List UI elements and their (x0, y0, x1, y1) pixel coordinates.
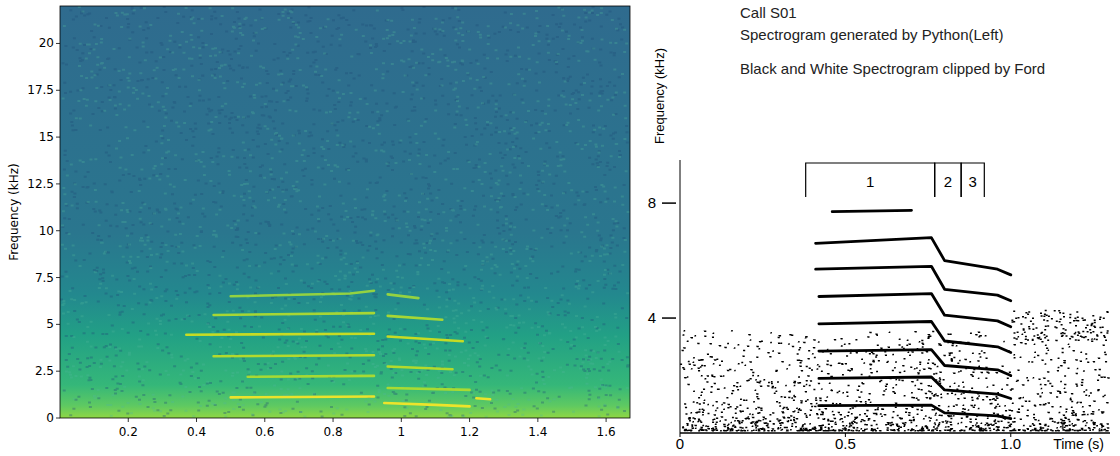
caption-line: Spectrogram generated by Python(Left) (740, 26, 1003, 43)
x-tick (401, 418, 402, 422)
y-tick (662, 317, 676, 319)
harmonic-line (214, 355, 453, 369)
harmonic-line (186, 334, 463, 342)
segment-bracket (961, 163, 984, 197)
harmonic-line (231, 397, 490, 407)
x-axis-line (680, 432, 1110, 434)
x-tick (469, 418, 470, 422)
y-tick-label: 17.5 (27, 83, 54, 97)
harmonic-line (816, 238, 1011, 275)
y-tick (56, 371, 60, 372)
y-tick-label: 5 (46, 317, 54, 331)
plot-frame (60, 6, 630, 418)
segment-label: 1 (866, 173, 874, 190)
y-axis-line (680, 160, 681, 433)
x-tick-label: 0.5 (835, 435, 856, 452)
x-tick-label: 1.6 (597, 425, 616, 439)
harmonic-line (819, 350, 1011, 376)
x-axis-title: Time (s) (1053, 436, 1104, 452)
y-tick (56, 230, 60, 231)
harmonic-line (819, 405, 1011, 419)
y-tick (56, 277, 60, 278)
noise-texture (60, 6, 630, 417)
x-tick (128, 418, 129, 422)
segment-label: 2 (944, 173, 952, 190)
y-axis-title: Frequency (kHz) (652, 48, 667, 144)
harmonics (186, 291, 490, 407)
y-tick (56, 43, 60, 44)
y-tick-label: 8 (648, 194, 656, 211)
y-tick-label: 4 (648, 309, 656, 326)
harmonic-line (816, 266, 1011, 301)
x-tick (264, 418, 265, 422)
y-tick-label: 15 (39, 130, 54, 144)
harmonic-line (819, 294, 1011, 327)
figure: Call S01 Spectrogram generated by Python(… (0, 0, 1120, 456)
y-tick-label: 7.5 (35, 271, 54, 285)
harmonic-line (832, 210, 911, 211)
x-tick-label: 0.4 (187, 425, 206, 439)
segment-bracket (935, 163, 961, 197)
y-tick (56, 183, 60, 184)
x-tick-label: 1.2 (460, 425, 479, 439)
y-tick-label: 2.5 (35, 364, 54, 378)
spectrogram-background (60, 6, 630, 418)
y-tick (56, 137, 60, 138)
harmonic-line (248, 376, 470, 390)
x-tick-label: 1.0 (1000, 435, 1021, 452)
y-tick (662, 202, 676, 204)
segment-bracket (806, 163, 935, 197)
harmonics (816, 210, 1011, 418)
x-tick (537, 418, 538, 422)
segment-label: 3 (969, 173, 977, 190)
x-tick (606, 418, 607, 422)
noise-texture (61, 6, 630, 418)
y-tick-label: 12.5 (27, 177, 54, 191)
y-tick (56, 90, 60, 91)
x-tick-label: 1.4 (528, 425, 547, 439)
y-axis-title: Frequency (kHz) (7, 163, 21, 260)
y-tick-label: 0 (46, 411, 54, 425)
x-tick (196, 418, 197, 422)
x-tick-label: 0.2 (119, 425, 138, 439)
caption-line: Call S01 (740, 4, 797, 21)
x-tick-label: 0 (676, 435, 684, 452)
harmonic-line (231, 291, 419, 298)
y-tick (56, 324, 60, 325)
x-tick-label: 0.8 (324, 425, 343, 439)
caption-line: Black and White Spectrogram clipped by F… (740, 60, 1045, 77)
harmonic-line (819, 322, 1011, 353)
x-tick (333, 418, 334, 422)
y-tick (56, 418, 60, 419)
harmonic-line (819, 377, 1011, 399)
y-tick-label: 10 (39, 224, 54, 238)
y-tick-label: 20 (39, 36, 54, 50)
harmonic-line (214, 313, 443, 320)
noise-speckle (680, 310, 1110, 432)
x-tick-label: 0.6 (255, 425, 274, 439)
x-tick-label: 1 (397, 425, 405, 439)
